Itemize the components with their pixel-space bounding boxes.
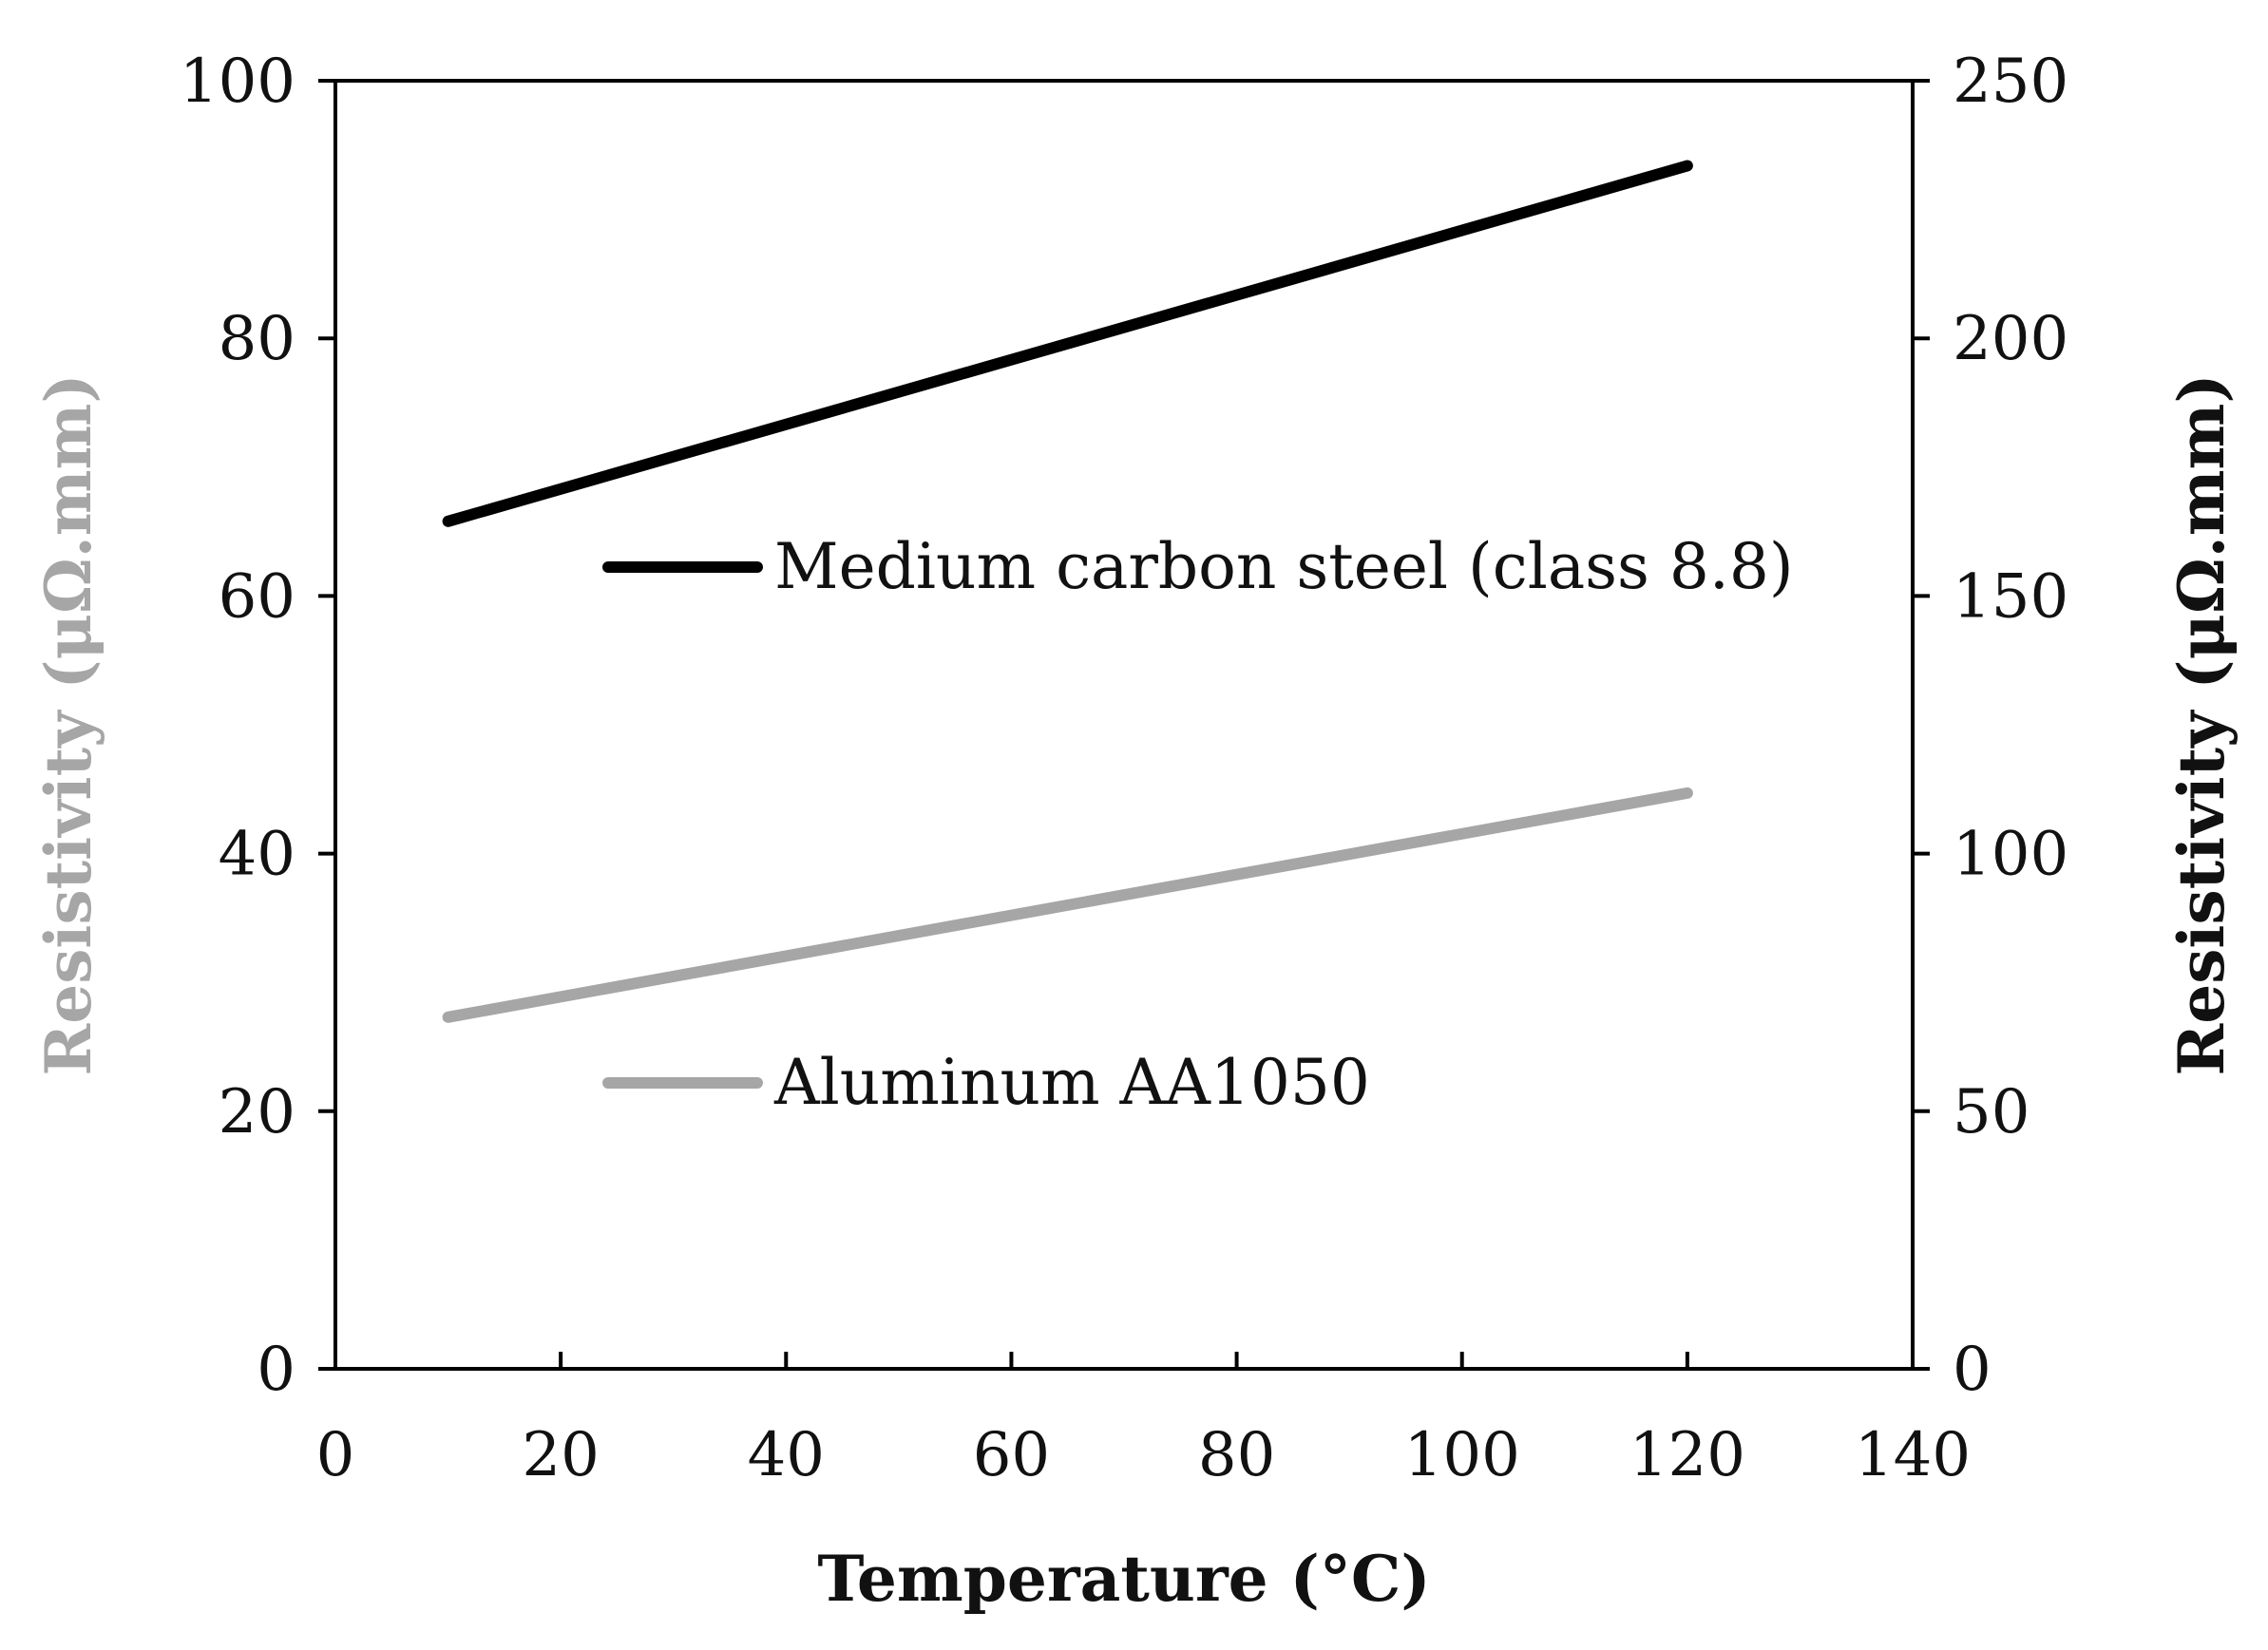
left-y-tick-label: 80 — [219, 304, 295, 374]
plot-frame — [334, 79, 1915, 1371]
left-y-tick-label: 0 — [257, 1335, 295, 1405]
x-axis-ticks: 0 20 40 60 80 100 120 140 — [316, 1352, 1971, 1490]
left-y-axis-title: Resistivity (μΩ.mm) — [31, 373, 105, 1075]
right-y-tick-label: 250 — [1953, 47, 2068, 117]
series-line-aluminum — [442, 787, 1693, 1023]
legend-label: Medium carbon steel (class 8.8) — [774, 530, 1794, 603]
right-y-tick-label: 150 — [1953, 561, 2068, 632]
legend-label: Aluminum AA1050 — [773, 1046, 1370, 1119]
right-y-tick-label: 200 — [1953, 304, 2068, 374]
right-y-axis-ticks: 0 50 100 150 200 250 — [1913, 47, 2068, 1405]
right-y-tick-label: 100 — [1953, 820, 2068, 890]
x-tick-label: 140 — [1855, 1420, 1971, 1490]
left-y-tick-label: 40 — [219, 820, 295, 890]
x-tick-label: 40 — [748, 1420, 825, 1490]
left-y-tick-label: 20 — [219, 1077, 295, 1147]
x-tick-label: 80 — [1198, 1420, 1275, 1490]
series-layer — [442, 160, 1693, 1023]
x-tick-label: 120 — [1630, 1420, 1745, 1490]
left-y-axis-ticks: 0 20 40 60 80 100 — [180, 47, 335, 1405]
x-tick-label: 20 — [522, 1420, 599, 1490]
x-tick-label: 0 — [316, 1420, 355, 1490]
x-axis-title: Temperature (°C) — [817, 1542, 1430, 1616]
legend: Medium carbon steel (class 8.8) Aluminum … — [602, 530, 1794, 1119]
series-line-steel — [442, 160, 1693, 527]
left-y-tick-label: 60 — [219, 561, 295, 632]
x-tick-label: 60 — [973, 1420, 1050, 1490]
x-tick-label: 100 — [1404, 1420, 1520, 1490]
right-y-axis-title: Resistivity (μΩ.mm) — [2164, 373, 2239, 1075]
right-y-tick-label: 0 — [1953, 1335, 1992, 1405]
right-y-tick-label: 50 — [1953, 1077, 2030, 1147]
left-y-tick-label: 100 — [180, 47, 295, 117]
